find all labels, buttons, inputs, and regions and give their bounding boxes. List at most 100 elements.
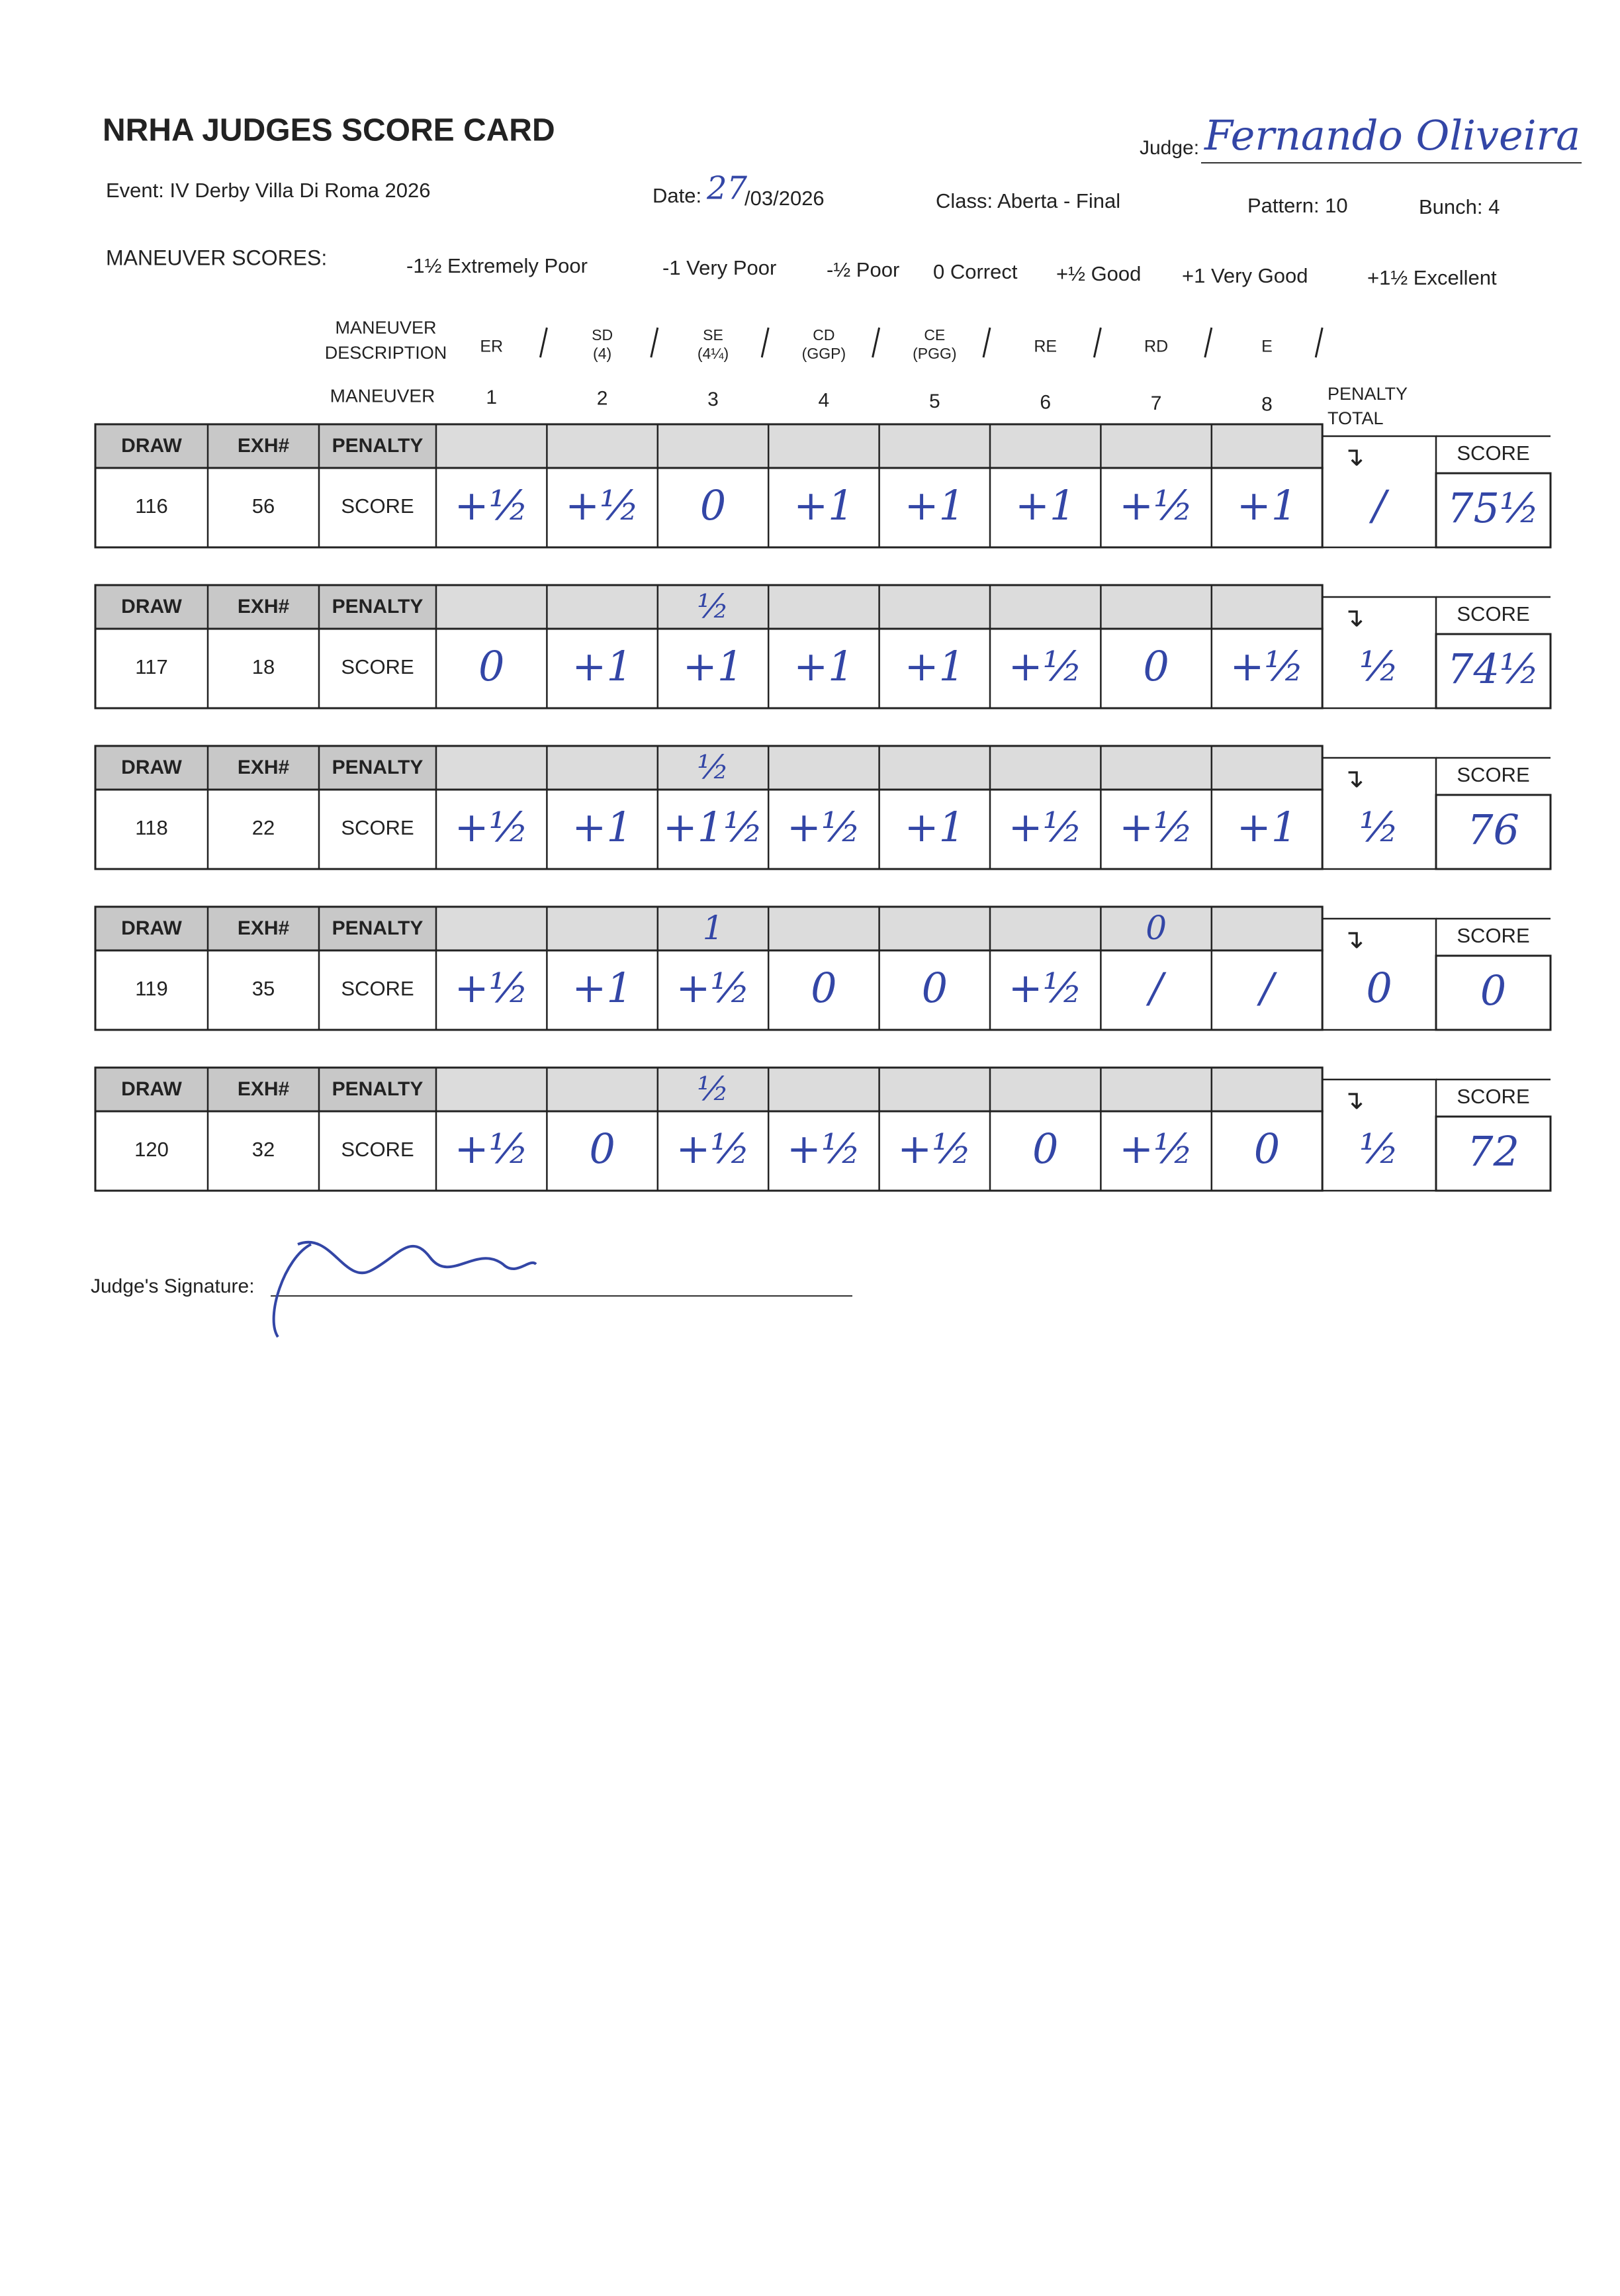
maneuver-score: 0 (700, 481, 726, 529)
scale-item: +½ Good (1056, 262, 1141, 285)
maneuver-score: 0 (811, 964, 836, 1012)
maneuver-description: ER (480, 338, 503, 356)
date-rest: /03/2026 (744, 187, 825, 210)
maneuver-number: 8 (1261, 393, 1273, 415)
scale-label: MANEUVER SCORES: (106, 246, 327, 269)
score-row (94, 949, 1324, 1031)
maneuver-description: (4) (593, 345, 611, 362)
penalty: ½ (697, 1070, 729, 1108)
draw: 120 (134, 1138, 169, 1161)
description-label: MANEUVER (335, 318, 436, 338)
maneuver-label: MANEUVER (330, 385, 435, 406)
pattern: Pattern: 10 (1247, 194, 1348, 217)
penalty-total-label: PENALTY (1328, 384, 1408, 404)
penalty-total: / (1369, 481, 1390, 529)
draw-header: DRAW (121, 917, 182, 939)
draw-header: DRAW (121, 435, 182, 457)
maneuver-score: +½ (1119, 803, 1193, 851)
exh-header: EXH# (238, 596, 290, 618)
maneuver-score: / (1146, 964, 1167, 1012)
score-row-label: SCORE (341, 494, 414, 518)
maneuver-score: +1 (1015, 481, 1075, 529)
exh-header: EXH# (238, 1078, 290, 1100)
penalty-header: PENALTY (332, 917, 424, 939)
penalty-arrow: ↴ (1342, 443, 1365, 472)
penalty-header: PENALTY (332, 757, 424, 778)
maneuver-score: +½ (1230, 642, 1304, 690)
maneuver-score: +½ (897, 1125, 971, 1173)
penalty-total: 0 (1366, 964, 1392, 1012)
draw: 117 (135, 655, 167, 678)
header-band (95, 585, 436, 629)
exh: 18 (252, 655, 275, 678)
exh-header: EXH# (238, 757, 290, 778)
exh-header: EXH# (238, 435, 290, 457)
header-band (95, 1068, 436, 1111)
maneuver-score: +½ (455, 1125, 529, 1173)
penalty-arrow: ↴ (1342, 604, 1365, 633)
scale-item: -1 Very Poor (662, 256, 776, 279)
maneuver-score: 0 (589, 1125, 615, 1173)
maneuver-number: 5 (929, 390, 940, 412)
draw-header: DRAW (121, 1078, 182, 1100)
maneuver-score: +1 (572, 964, 632, 1012)
penalty-arrow: ↴ (1342, 925, 1365, 954)
score-header: SCORE (1457, 441, 1529, 465)
exh: 32 (252, 1138, 275, 1161)
score-box (1435, 1115, 1552, 1192)
score-row-label: SCORE (341, 816, 414, 839)
maneuver-description: CD (813, 326, 834, 344)
score-header: SCORE (1457, 924, 1529, 947)
maneuver-score: +½ (787, 803, 861, 851)
penalty-total-label: TOTAL (1328, 408, 1384, 428)
exh: 56 (252, 494, 275, 518)
scale-item: +1 Very Good (1182, 264, 1308, 287)
penalty-header: PENALTY (332, 435, 424, 457)
separator (760, 327, 770, 358)
maneuver-score: +1 (905, 481, 965, 529)
maneuver-score: +1 (793, 642, 854, 690)
maneuver-number: 6 (1040, 391, 1051, 413)
score-box (1435, 472, 1552, 549)
judge-label: Judge: (1140, 137, 1199, 159)
maneuver-score: +1 (572, 642, 632, 690)
score-row-label: SCORE (341, 977, 414, 1000)
maneuver-score: +½ (1119, 481, 1193, 529)
maneuver-score: +½ (1009, 642, 1083, 690)
maneuver-score: 0 (922, 964, 948, 1012)
title: NRHA JUDGES SCORE CARD (103, 113, 555, 148)
penalty-total: ½ (1359, 803, 1399, 851)
separator (539, 327, 548, 358)
maneuver-description: CE (924, 326, 945, 344)
maneuver-number: 1 (486, 387, 497, 408)
score-box (1435, 633, 1552, 710)
maneuver-score: +1 (683, 642, 743, 690)
separator (1204, 327, 1213, 358)
date-day: 27 (706, 170, 748, 207)
score-box (1435, 954, 1552, 1031)
total-score: 74½ (1447, 645, 1539, 693)
maneuver-score: / (1257, 964, 1277, 1012)
event: Event: IV Derby Villa Di Roma 2026 (106, 179, 431, 202)
score-row (94, 627, 1324, 710)
maneuver-number: 3 (707, 389, 719, 410)
exh-header: EXH# (238, 917, 290, 939)
maneuver-number: 4 (819, 389, 830, 411)
maneuver-description: (GGP) (802, 345, 846, 362)
score-header: SCORE (1457, 763, 1529, 786)
score-box (1435, 794, 1552, 870)
penalty-arrow: ↴ (1342, 1086, 1365, 1115)
maneuver-number: 7 (1151, 392, 1162, 414)
separator (872, 327, 881, 358)
description-label: DESCRIPTION (325, 343, 447, 363)
maneuver-description: RE (1034, 338, 1057, 356)
exh: 22 (252, 816, 275, 839)
maneuver-score: +1 (572, 803, 632, 851)
penalty: 1 (703, 909, 724, 947)
maneuver-score: +½ (1009, 803, 1083, 851)
class: Class: Aberta - Final (936, 189, 1120, 212)
separator (1314, 327, 1324, 358)
maneuver-score: +½ (1009, 964, 1083, 1012)
maneuver-score: +½ (787, 1125, 861, 1173)
penalty-total: ½ (1359, 642, 1399, 690)
